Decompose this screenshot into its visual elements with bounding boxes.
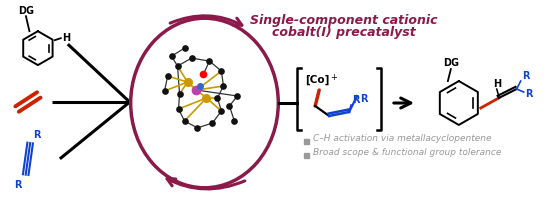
Text: +: +	[330, 73, 337, 82]
Text: R: R	[522, 71, 529, 81]
Text: R: R	[352, 95, 360, 104]
Text: cobalt(I) precatalyst: cobalt(I) precatalyst	[273, 26, 416, 39]
Text: H: H	[62, 33, 70, 43]
Text: C–H activation via metallacyclopentene: C–H activation via metallacyclopentene	[313, 133, 492, 142]
Text: R: R	[14, 179, 22, 189]
Text: Single-component cationic: Single-component cationic	[250, 14, 438, 27]
Text: [Co]: [Co]	[305, 75, 330, 85]
Text: R: R	[360, 94, 367, 103]
Text: Broad scope & functional group tolerance: Broad scope & functional group tolerance	[313, 147, 502, 156]
Text: R: R	[33, 129, 41, 139]
FancyArrowPatch shape	[170, 17, 242, 26]
Text: R: R	[524, 89, 532, 98]
FancyArrowPatch shape	[167, 179, 245, 189]
Text: DG: DG	[18, 6, 34, 16]
Bar	[304, 139, 309, 144]
Text: DG: DG	[443, 58, 459, 68]
Bar	[304, 153, 309, 158]
Text: H: H	[493, 79, 501, 89]
